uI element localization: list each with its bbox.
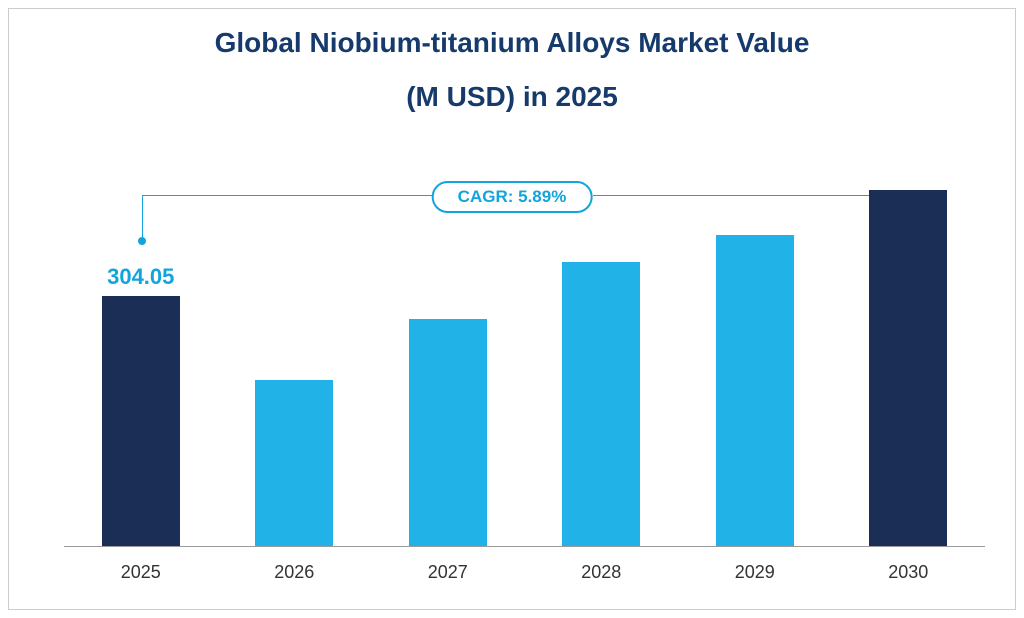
bar bbox=[716, 235, 794, 547]
bar bbox=[869, 190, 947, 547]
cagr-callout: CAGR: 5.89% bbox=[432, 181, 593, 213]
bar-slot: 2027 bbox=[371, 167, 525, 547]
bar-slot: 2029 bbox=[678, 167, 832, 547]
bar bbox=[255, 380, 333, 547]
bar-slot: 2028 bbox=[525, 167, 679, 547]
bar bbox=[562, 262, 640, 547]
plot-area: 2025304.0520262027202820292030 bbox=[64, 167, 985, 547]
x-tick-label: 2030 bbox=[832, 562, 986, 583]
title-line-2: (M USD) in 2025 bbox=[9, 81, 1015, 113]
chart-frame: Global Niobium-titanium Alloys Market Va… bbox=[8, 8, 1016, 610]
x-tick-label: 2025 bbox=[64, 562, 218, 583]
x-axis-baseline bbox=[64, 546, 985, 547]
x-tick-label: 2029 bbox=[678, 562, 832, 583]
cagr-label: CAGR: 5.89% bbox=[458, 187, 567, 206]
bar bbox=[409, 319, 487, 547]
bar-value-label: 304.05 bbox=[64, 264, 218, 290]
chart-title: Global Niobium-titanium Alloys Market Va… bbox=[9, 9, 1015, 113]
bar-slot: 2025304.05 bbox=[64, 167, 218, 547]
title-line-1: Global Niobium-titanium Alloys Market Va… bbox=[9, 27, 1015, 59]
bar-slot: 2030 bbox=[832, 167, 986, 547]
x-tick-label: 2027 bbox=[371, 562, 525, 583]
bar bbox=[102, 296, 180, 547]
x-tick-label: 2028 bbox=[525, 562, 679, 583]
bar-group: 2025304.0520262027202820292030 bbox=[64, 167, 985, 547]
bar-slot: 2026 bbox=[218, 167, 372, 547]
x-tick-label: 2026 bbox=[218, 562, 372, 583]
